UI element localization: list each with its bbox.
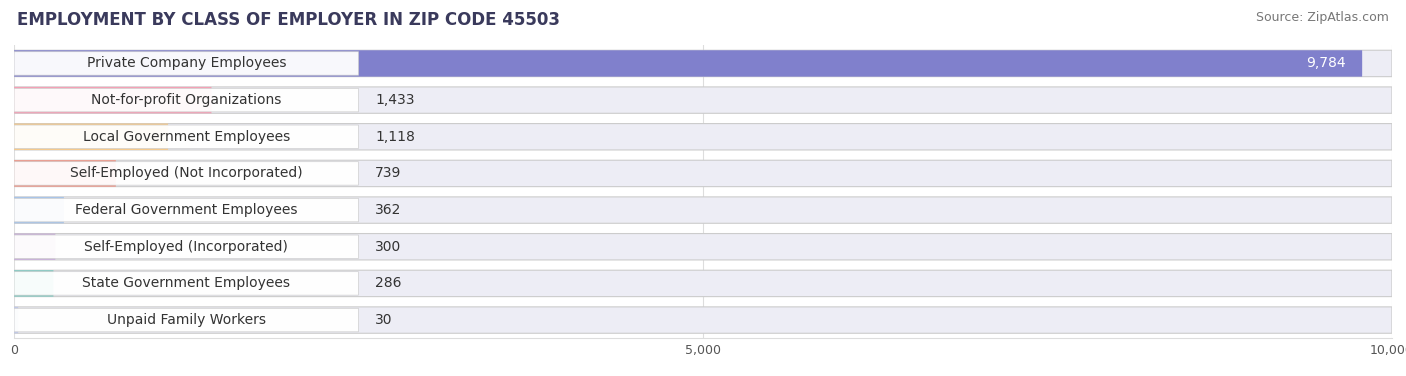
Text: 739: 739 [375, 167, 402, 180]
FancyBboxPatch shape [14, 199, 359, 222]
Text: Self-Employed (Not Incorporated): Self-Employed (Not Incorporated) [70, 167, 302, 180]
Text: Self-Employed (Incorporated): Self-Employed (Incorporated) [84, 240, 288, 254]
Text: 30: 30 [375, 313, 392, 327]
FancyBboxPatch shape [14, 87, 211, 113]
FancyBboxPatch shape [14, 233, 1392, 260]
FancyBboxPatch shape [14, 124, 169, 150]
FancyBboxPatch shape [14, 233, 55, 260]
FancyBboxPatch shape [14, 50, 1392, 77]
FancyBboxPatch shape [14, 50, 1362, 77]
FancyBboxPatch shape [14, 125, 359, 149]
FancyBboxPatch shape [14, 87, 1392, 113]
FancyBboxPatch shape [14, 272, 359, 295]
Text: State Government Employees: State Government Employees [83, 276, 290, 290]
Text: 9,784: 9,784 [1306, 56, 1346, 70]
Text: Federal Government Employees: Federal Government Employees [75, 203, 298, 217]
Text: 1,433: 1,433 [375, 93, 415, 107]
Text: EMPLOYMENT BY CLASS OF EMPLOYER IN ZIP CODE 45503: EMPLOYMENT BY CLASS OF EMPLOYER IN ZIP C… [17, 11, 560, 29]
FancyBboxPatch shape [14, 307, 18, 333]
FancyBboxPatch shape [14, 197, 1392, 223]
Text: Source: ZipAtlas.com: Source: ZipAtlas.com [1256, 11, 1389, 24]
Text: 362: 362 [375, 203, 402, 217]
FancyBboxPatch shape [14, 124, 1392, 150]
FancyBboxPatch shape [14, 162, 359, 185]
Text: Local Government Employees: Local Government Employees [83, 130, 290, 144]
FancyBboxPatch shape [14, 307, 1392, 333]
Text: Private Company Employees: Private Company Employees [87, 56, 285, 70]
Text: Unpaid Family Workers: Unpaid Family Workers [107, 313, 266, 327]
FancyBboxPatch shape [14, 160, 115, 186]
FancyBboxPatch shape [14, 197, 63, 223]
FancyBboxPatch shape [14, 270, 1392, 297]
Text: 286: 286 [375, 276, 402, 290]
Text: Not-for-profit Organizations: Not-for-profit Organizations [91, 93, 281, 107]
FancyBboxPatch shape [14, 270, 53, 297]
FancyBboxPatch shape [14, 88, 359, 112]
FancyBboxPatch shape [14, 308, 359, 332]
Text: 1,118: 1,118 [375, 130, 415, 144]
FancyBboxPatch shape [14, 235, 359, 258]
FancyBboxPatch shape [14, 52, 359, 75]
FancyBboxPatch shape [14, 160, 1392, 186]
Text: 300: 300 [375, 240, 401, 254]
